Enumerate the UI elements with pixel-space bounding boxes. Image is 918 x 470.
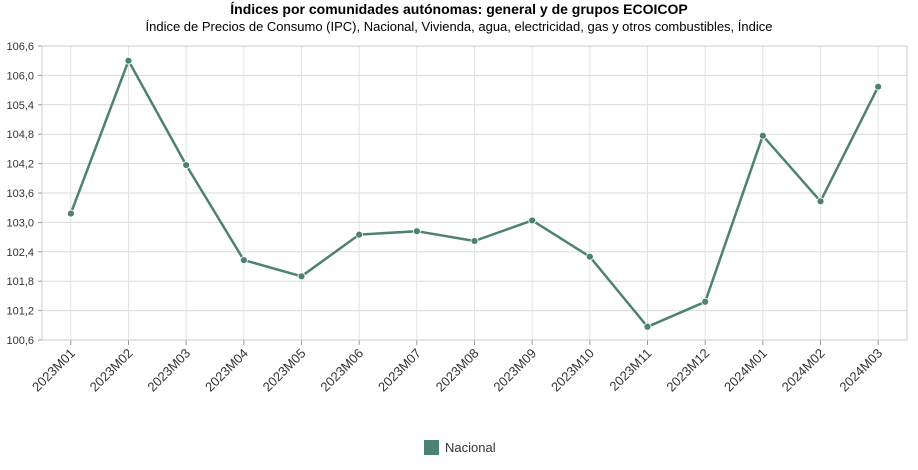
data-point-2024M01[interactable] xyxy=(758,131,767,140)
y-tick-label: 101,2 xyxy=(6,306,34,318)
x-tick-label: 2023M04 xyxy=(202,346,251,395)
x-tick-label: 2023M07 xyxy=(375,346,424,395)
y-tick-label: 106,0 xyxy=(6,70,34,82)
data-point-2023M03[interactable] xyxy=(182,161,191,169)
y-tick-label: 103,6 xyxy=(6,188,34,200)
y-tick-label: 104,2 xyxy=(6,159,34,171)
y-tick-label: 101,8 xyxy=(6,276,34,288)
x-tick-label: 2023M03 xyxy=(144,346,193,395)
data-point-2023M01[interactable] xyxy=(66,209,75,218)
x-tick-label: 2023M06 xyxy=(317,346,366,395)
y-axis-tick-labels: 100,6 101,2 101,8 102,4 103,0 103,6 104,2 104,8… xyxy=(6,41,34,347)
chart-subtitle: Índice de Precios de Consumo (IPC), Naci… xyxy=(145,19,773,34)
chart-title: Índices por comunidades autónomas: gener… xyxy=(230,1,688,17)
data-point-2023M10[interactable] xyxy=(585,252,594,261)
y-tick-label: 106,6 xyxy=(6,41,34,53)
x-tick-label: 2023M09 xyxy=(490,346,539,395)
data-point-2023M02[interactable] xyxy=(124,56,133,65)
x-tick-label: 2023M10 xyxy=(548,346,597,395)
x-tick-label: 2024M01 xyxy=(721,346,770,395)
data-point-2023M12[interactable] xyxy=(701,297,710,306)
x-tick-label: 2023M11 xyxy=(606,346,654,394)
plot-frame xyxy=(41,45,908,341)
data-point-2024M03[interactable] xyxy=(874,82,883,91)
data-point-2024M02[interactable] xyxy=(816,197,825,206)
x-tick-label: 2024M02 xyxy=(779,346,828,395)
x-tick-label: 2023M05 xyxy=(260,346,309,395)
y-tick-label: 105,4 xyxy=(6,100,34,112)
y-tick-label: 104,8 xyxy=(6,129,34,141)
x-tick-label: 2024M03 xyxy=(836,346,885,395)
legend[interactable]: Nacional xyxy=(424,438,496,456)
legend-swatch-nacional xyxy=(424,439,439,455)
data-point-2023M04[interactable] xyxy=(239,256,248,265)
grid-lines xyxy=(38,45,907,345)
x-tick-label: 2023M12 xyxy=(663,346,712,395)
data-point-2023M09[interactable] xyxy=(528,216,537,225)
data-point-2023M11[interactable] xyxy=(643,322,652,331)
data-point-2023M05[interactable] xyxy=(297,272,306,281)
y-tick-label: 100,6 xyxy=(6,335,34,347)
series-points xyxy=(66,56,883,331)
x-tick-label: 2023M01 xyxy=(29,346,78,395)
y-tick-label: 102,4 xyxy=(6,247,34,259)
x-tick-label: 2023M02 xyxy=(87,346,136,395)
data-point-2023M07[interactable] xyxy=(412,227,421,236)
legend-label-nacional: Nacional xyxy=(445,439,496,455)
data-point-2023M08[interactable] xyxy=(470,237,479,245)
x-axis-tick-labels: 2023M01 2023M02 2023M03 2023M04 2023M05 2023M… xyxy=(29,346,885,395)
data-point-2023M06[interactable] xyxy=(355,230,364,239)
x-tick-label: 2023M08 xyxy=(433,346,482,395)
y-tick-label: 103,0 xyxy=(6,217,34,229)
